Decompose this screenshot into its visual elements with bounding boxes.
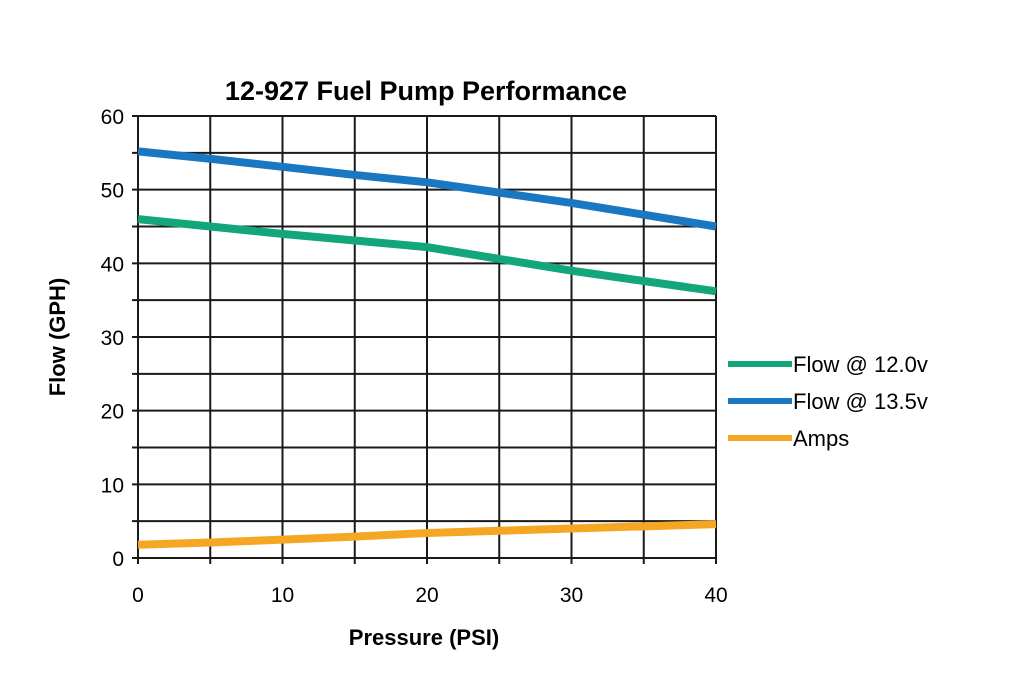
x-tick-label: 40 xyxy=(704,584,727,607)
legend-label: Flow @ 12.0v xyxy=(793,352,928,377)
series-line-flow-12-0v xyxy=(137,215,717,296)
x-tick-label: 30 xyxy=(560,584,583,607)
legend: Flow @ 12.0v Flow @ 13.5v Amps xyxy=(728,352,928,451)
series-line-amps xyxy=(137,520,717,549)
legend-label: Amps xyxy=(793,426,849,451)
y-tick-label: 30 xyxy=(101,327,124,350)
legend-label: Flow @ 13.5v xyxy=(793,389,928,414)
x-axis-label: Pressure (PSI) xyxy=(349,625,499,650)
y-tick-label: 20 xyxy=(101,401,124,424)
y-tick-label: 60 xyxy=(101,106,124,129)
x-tick-label: 10 xyxy=(271,584,294,607)
x-tick-label: 0 xyxy=(132,584,144,607)
series-line-flow-13-5v xyxy=(137,147,717,231)
series-lines xyxy=(137,147,717,549)
y-axis-label: Flow (GPH) xyxy=(45,278,70,397)
chart-title: 12-927 Fuel Pump Performance xyxy=(225,76,627,106)
y-tick-label: 0 xyxy=(112,548,124,571)
y-tick-label: 50 xyxy=(101,180,124,203)
y-tick-label: 10 xyxy=(101,474,124,497)
x-tick-label: 20 xyxy=(415,584,438,607)
y-tick-label: 40 xyxy=(101,253,124,276)
tick-labels: 0 10 20 30 40 0 10 20 30 40 50 60 xyxy=(101,106,728,607)
